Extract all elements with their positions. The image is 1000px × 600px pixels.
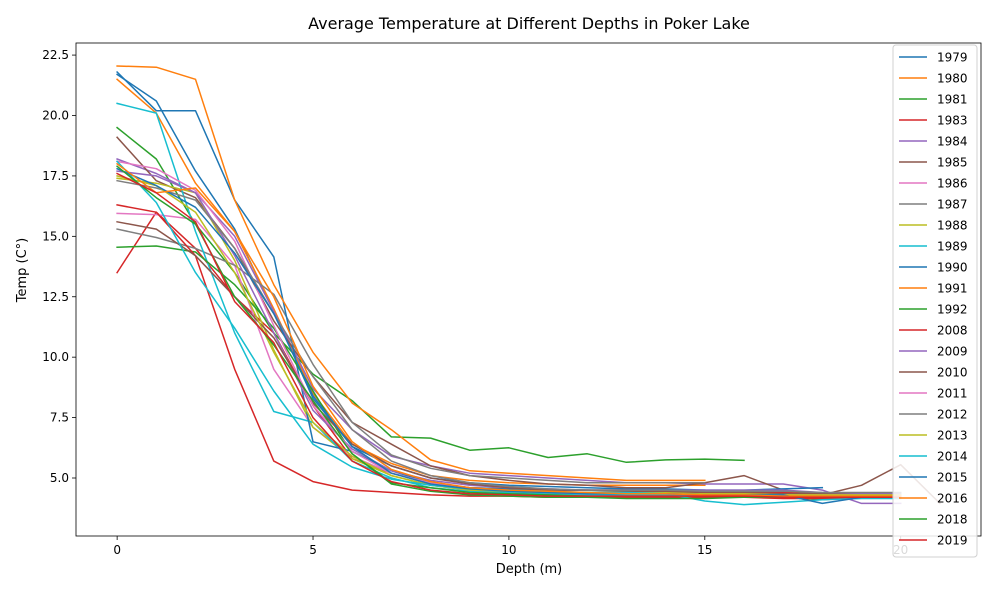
series-line-1989 <box>116 102 706 496</box>
legend-label-1981: 1981 <box>937 93 968 107</box>
legend-label-1990: 1990 <box>937 261 968 275</box>
series-line-1988 <box>116 177 706 495</box>
legend-label-2009: 2009 <box>937 345 968 359</box>
y-tick-label-12.5: 12.5 <box>42 290 69 304</box>
y-axis-label: Temp (C°) <box>15 238 30 304</box>
legend-label-1988: 1988 <box>937 219 968 233</box>
legend-label-2018: 2018 <box>937 513 968 527</box>
x-tick-label-0: 0 <box>113 543 121 557</box>
y-tick-label-7.5: 7.5 <box>50 411 69 425</box>
y-tick-label-22.5: 22.5 <box>42 48 69 62</box>
legend-label-1983: 1983 <box>937 114 968 128</box>
legend-label-2010: 2010 <box>937 366 968 380</box>
plot-frame <box>75 42 982 537</box>
legend-label-2019: 2019 <box>937 534 968 548</box>
legend-label-1985: 1985 <box>937 156 968 170</box>
series-line-2012 <box>116 179 902 494</box>
legend-label-1979: 1979 <box>937 51 968 65</box>
legend-label-2012: 2012 <box>937 408 968 422</box>
x-axis-label: Depth (m) <box>496 562 563 577</box>
series-line-2019 <box>116 172 902 499</box>
legend-label-2014: 2014 <box>937 450 968 464</box>
series-line-2016 <box>116 162 902 497</box>
y-tick-label-17.5: 17.5 <box>42 169 69 183</box>
legend-label-2008: 2008 <box>937 324 968 338</box>
series-line-1984 <box>116 158 902 505</box>
series-line-2013 <box>116 174 902 496</box>
legend-box <box>892 44 978 558</box>
legend-label-2015: 2015 <box>937 471 968 485</box>
series-line-1981 <box>116 126 745 464</box>
legend-label-1986: 1986 <box>937 177 968 191</box>
chart-title: Average Temperature at Different Depths … <box>308 14 750 33</box>
legend-label-1989: 1989 <box>937 240 968 254</box>
legend-label-1980: 1980 <box>937 72 968 86</box>
x-tick-label-10: 10 <box>501 543 516 557</box>
legend-label-2011: 2011 <box>937 387 968 401</box>
series-line-1992 <box>116 245 902 501</box>
x-tick-label-15: 15 <box>697 543 712 557</box>
x-tick-label-5: 5 <box>309 543 317 557</box>
series-line-1991 <box>116 65 706 482</box>
y-tick-label-15: 15.0 <box>42 229 69 243</box>
series-line-1987 <box>116 228 706 484</box>
legend: 1979 1980 1981 1983 1984 1985 1986 1987 1988 1989… <box>892 44 978 558</box>
series-line-1980 <box>116 78 706 487</box>
legend-label-1987: 1987 <box>937 198 968 212</box>
series-line-2010 <box>116 220 902 496</box>
y-tick-label-20: 20.0 <box>42 109 69 123</box>
plot-area: 051015205.07.510.012.515.017.520.022.5 <box>42 42 982 557</box>
legend-label-2013: 2013 <box>937 429 968 443</box>
series-line-1985 <box>116 136 941 505</box>
legend-label-2016: 2016 <box>937 492 968 506</box>
y-tick-label-10: 10.0 <box>42 350 69 364</box>
legend-label-1991: 1991 <box>937 282 968 296</box>
series-line-2015 <box>116 167 902 505</box>
legend-label-1984: 1984 <box>937 135 968 149</box>
legend-label-1992: 1992 <box>937 303 968 317</box>
y-tick-label-5: 5.0 <box>50 471 69 485</box>
series-group <box>116 65 941 506</box>
